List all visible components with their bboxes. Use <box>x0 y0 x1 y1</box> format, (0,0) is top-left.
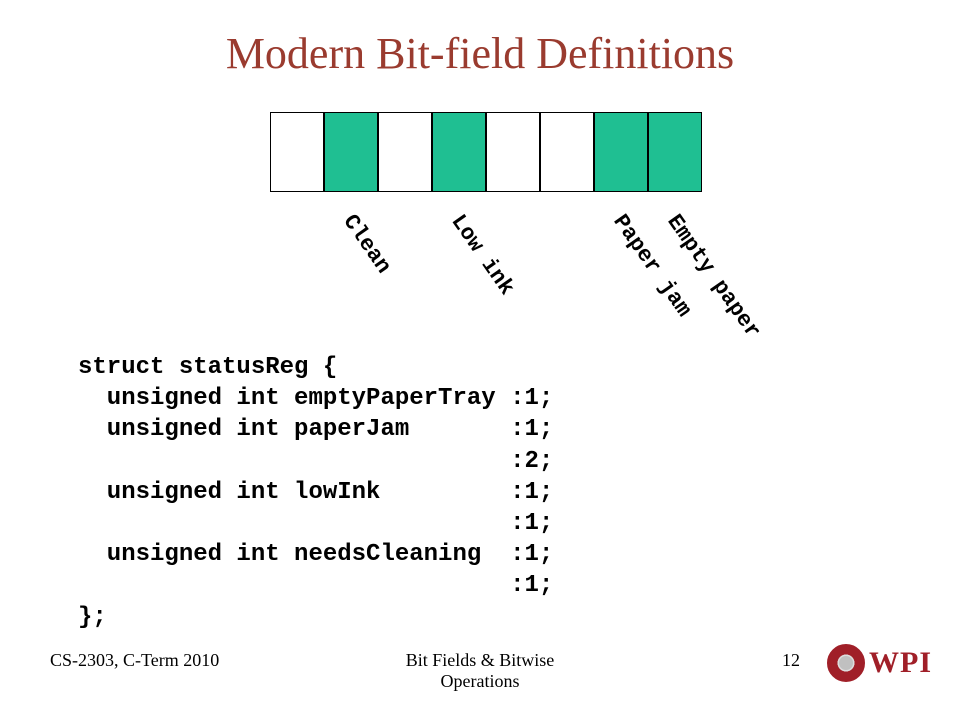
slide: Modern Bit-field Definitions Clean Low in… <box>0 0 960 720</box>
footer: CS-2303, C-Term 2010 Bit Fields & Bitwis… <box>0 650 960 700</box>
wpi-logo-text: WPI <box>869 646 932 680</box>
bit-cell-0 <box>270 112 324 192</box>
bit-cell-3 <box>432 112 486 192</box>
bitfield-label-1: Low ink <box>446 210 519 300</box>
footer-center-line2: Operations <box>441 671 520 691</box>
bit-cell-4 <box>486 112 540 192</box>
footer-page-number: 12 <box>782 650 800 671</box>
bitfield-label-0: Clean <box>338 210 396 278</box>
bit-cell-2 <box>378 112 432 192</box>
bit-cell-6 <box>594 112 648 192</box>
bit-cell-1 <box>324 112 378 192</box>
footer-center-line1: Bit Fields & Bitwise <box>406 650 555 670</box>
wpi-seal-icon <box>827 644 865 682</box>
code-block: struct statusReg { unsigned int emptyPap… <box>78 352 553 633</box>
bitfield-diagram <box>270 112 702 192</box>
wpi-logo: WPI <box>827 644 932 682</box>
bit-cell-7 <box>648 112 702 192</box>
bit-cell-5 <box>540 112 594 192</box>
bitfield-label-3: Empty paper <box>662 210 766 343</box>
footer-center: Bit Fields & Bitwise Operations <box>0 650 960 692</box>
slide-title: Modern Bit-field Definitions <box>0 28 960 79</box>
